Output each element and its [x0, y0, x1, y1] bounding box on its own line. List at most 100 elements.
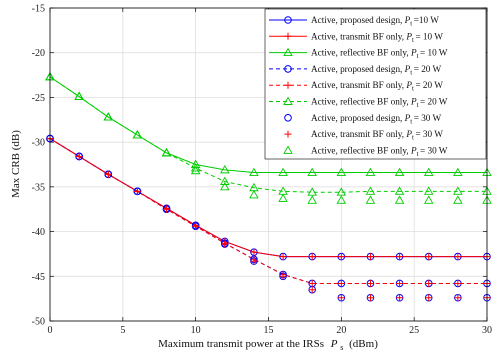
- data-point: [365, 167, 376, 176]
- y-tick-label: -20: [32, 48, 45, 59]
- data-point: [278, 193, 288, 202]
- data-point: [308, 279, 316, 287]
- data-point: [336, 187, 347, 196]
- data-point: [161, 147, 172, 157]
- legend-marker: [284, 114, 292, 122]
- legend-label: Active, transmit BF only, Pt = 30 W: [311, 129, 443, 142]
- series-markers-8: [46, 135, 491, 302]
- data-point: [453, 167, 463, 176]
- legend-item-6: Active, reflective BF only, Pt = 20 W: [269, 96, 448, 110]
- data-point: [366, 279, 374, 287]
- legend-item-9: Active, reflective BF only, Pt = 30 W: [283, 145, 448, 158]
- data-point: [279, 253, 287, 261]
- data-point: [103, 112, 114, 121]
- data-point: [308, 286, 316, 294]
- series-markers: [45, 71, 492, 302]
- legend-item-1: Active, proposed design, Pt =10 W: [269, 15, 439, 28]
- data-point: [190, 165, 201, 175]
- x-tick-label: 25: [409, 325, 419, 336]
- data-point: [394, 186, 405, 195]
- data-point: [396, 279, 404, 287]
- data-point: [307, 167, 317, 176]
- legend-items: Active, proposed design, Pt =10 W Active, …: [269, 15, 448, 158]
- data-point: [250, 248, 258, 256]
- data-point: [279, 272, 287, 280]
- legend-label: Active, transmit BF only, Pt = 20 W: [311, 80, 443, 93]
- data-point: [220, 176, 230, 185]
- data-point: [221, 240, 229, 248]
- data-point: [104, 170, 112, 178]
- data-point: [336, 167, 347, 176]
- legend-marker: [283, 145, 293, 154]
- y-tick-label: -15: [32, 4, 45, 15]
- x-axis-label: Maximum transmit power at the IRSs P s (…: [158, 338, 378, 353]
- data-point: [190, 163, 201, 172]
- legend-marker: [284, 32, 292, 40]
- legend-label: Active, proposed design, Pt = 30 W: [311, 113, 442, 126]
- data-point: [454, 294, 462, 302]
- y-tick-label: -50: [32, 317, 45, 328]
- legend-marker: [283, 96, 293, 105]
- data-point: [423, 186, 434, 195]
- y-tick-label: -35: [32, 182, 45, 193]
- legend-label: Active, reflective BF only, Pt = 30 W: [311, 145, 448, 158]
- data-point: [453, 186, 463, 195]
- y-tick-label: -40: [32, 227, 45, 238]
- x-tick-label: 10: [191, 325, 201, 336]
- legend-box: [264, 8, 487, 160]
- data-point: [307, 195, 317, 204]
- data-point: [220, 181, 230, 191]
- data-point: [133, 187, 141, 195]
- legend-label: Active, proposed design, Pt = 20 W: [311, 64, 442, 77]
- data-point: [394, 167, 405, 176]
- legend-marker: [284, 81, 292, 89]
- data-point: [454, 253, 462, 261]
- data-point: [425, 253, 433, 261]
- data-point: [425, 279, 433, 287]
- x-axis-label-text: Maximum transmit power at the IRSs: [158, 338, 324, 350]
- legend-marker: [284, 130, 292, 138]
- legend-label: Active, transmit BF only, Pt = 10 W: [311, 31, 443, 44]
- x-tick-label: 15: [264, 325, 274, 336]
- data-point: [220, 164, 230, 174]
- data-point: [249, 189, 259, 199]
- data-point: [425, 294, 433, 302]
- x-tick-label: 30: [482, 325, 492, 336]
- x-axis-ticks: 0 5 10 15 20 25 30: [48, 8, 492, 336]
- legend-label: Active, reflective BF only, Pt = 20 W: [311, 97, 448, 110]
- data-point: [307, 187, 317, 196]
- series-markers-9: [45, 71, 492, 204]
- data-point: [163, 205, 171, 213]
- y-axis-ticks: -50 -45 -40 -35 -30 -25 -20 -15: [32, 4, 487, 328]
- legend-item-8: Active, transmit BF only, Pt = 30 W: [284, 129, 443, 142]
- data-point: [336, 195, 347, 204]
- series-line-6: [49, 76, 487, 193]
- data-point: [250, 257, 258, 265]
- series-line-5: [49, 138, 487, 284]
- x-axis-label-unit: (dBm): [349, 338, 378, 350]
- legend-label: Active, reflective BF only, Pt = 10 W: [311, 48, 448, 61]
- y-tick-label: -25: [32, 93, 45, 104]
- data-point: [75, 152, 83, 160]
- data-point: [454, 279, 462, 287]
- y-axis-label: Max CRB (dB): [10, 130, 22, 198]
- legend-item-2: Active, transmit BF only, Pt = 10 W: [269, 31, 443, 44]
- data-point: [365, 186, 376, 195]
- data-point: [396, 294, 404, 302]
- legend-item-5: Active, transmit BF only, Pt = 20 W: [269, 80, 443, 93]
- data-point: [365, 195, 376, 204]
- data-point: [453, 195, 463, 204]
- data-point: [337, 253, 345, 261]
- legend-item-7: Active, proposed design, Pt = 30 W: [284, 113, 442, 126]
- legend: Active, proposed design, Pt =10 W Active, …: [264, 8, 487, 160]
- data-point: [249, 167, 259, 176]
- x-axis-label-symbol: P: [330, 338, 338, 350]
- legend-marker: [284, 16, 292, 24]
- legend-label: Active, proposed design, Pt =10 W: [311, 15, 439, 28]
- x-tick-label: 5: [120, 325, 125, 336]
- legend-marker: [283, 47, 293, 57]
- data-point: [394, 195, 405, 204]
- y-tick-label: -45: [32, 272, 45, 283]
- data-point: [423, 195, 434, 204]
